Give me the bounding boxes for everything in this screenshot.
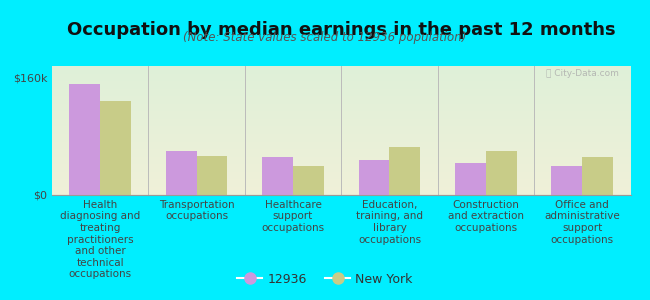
Bar [293, 166, 324, 195]
Bar [262, 157, 293, 195]
Text: (Note: State values scaled to 12936 population): (Note: State values scaled to 12936 popu… [183, 32, 467, 44]
Bar [551, 166, 582, 195]
Bar [582, 157, 613, 195]
Title: Occupation by median earnings in the past 12 months: Occupation by median earnings in the pas… [67, 21, 616, 39]
Bar [196, 156, 227, 195]
Bar [70, 84, 100, 195]
Legend: 12936, New York: 12936, New York [232, 268, 418, 291]
Bar [455, 163, 486, 195]
Bar [389, 147, 421, 195]
Bar [359, 160, 389, 195]
Bar [486, 151, 517, 195]
Text: ⓒ City-Data.com: ⓒ City-Data.com [546, 69, 619, 78]
Bar [166, 151, 196, 195]
Bar [100, 100, 131, 195]
